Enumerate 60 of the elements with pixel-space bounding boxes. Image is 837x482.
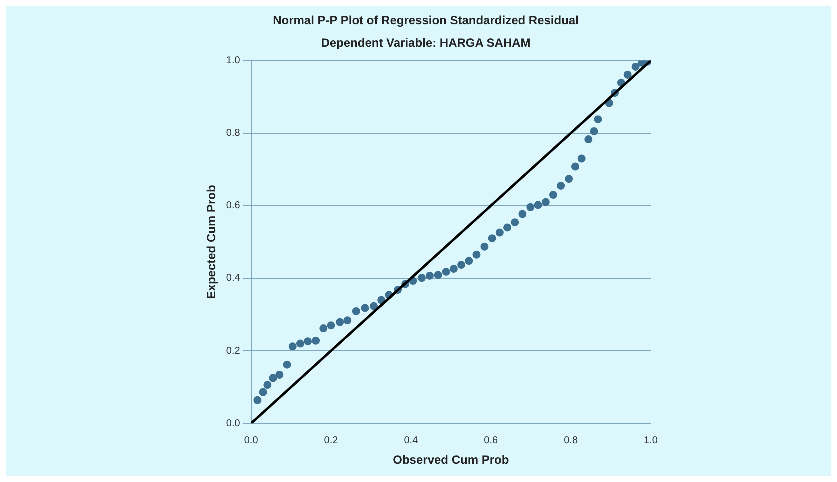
- point: [549, 191, 558, 200]
- point: [352, 307, 360, 316]
- point: [288, 342, 297, 351]
- point: [496, 228, 504, 237]
- point: [426, 272, 434, 280]
- point: [269, 374, 278, 382]
- point: [565, 175, 574, 184]
- point: [557, 182, 566, 190]
- point: [518, 210, 527, 218]
- x-axis-title: Observed Cum Prob: [393, 453, 510, 468]
- point: [472, 250, 481, 259]
- point: [526, 203, 535, 212]
- point: [571, 162, 580, 171]
- point: [624, 70, 632, 79]
- point: [283, 360, 292, 369]
- point: [594, 116, 602, 124]
- point: [465, 257, 474, 266]
- point: [590, 128, 598, 136]
- y-tick-label: 0.4: [226, 273, 241, 284]
- x-tick-label: 0.6: [484, 435, 499, 446]
- point: [304, 338, 312, 346]
- point: [450, 265, 458, 274]
- y-axis-title: Expected Cum Prob: [204, 185, 219, 300]
- x-tick-label: 0.2: [324, 435, 339, 446]
- point: [344, 316, 352, 325]
- point: [327, 322, 336, 330]
- x-tick-label: 0.8: [564, 435, 578, 446]
- point: [442, 268, 450, 276]
- x-tick-label: 1.0: [644, 435, 658, 446]
- point: [254, 396, 262, 404]
- y-tick-label: 0.2: [226, 346, 241, 357]
- point: [458, 261, 466, 270]
- point: [542, 198, 550, 206]
- point: [320, 324, 328, 333]
- point: [312, 336, 320, 345]
- point: [370, 302, 378, 310]
- point: [259, 388, 268, 396]
- point: [361, 304, 370, 312]
- point: [336, 318, 344, 326]
- x-tick-label: 0.4: [404, 435, 419, 446]
- point: [511, 218, 520, 227]
- y-tick-label: 0.6: [226, 200, 241, 212]
- point: [434, 271, 442, 280]
- point: [264, 381, 272, 390]
- y-tick-label: 1.0: [226, 56, 241, 67]
- point: [480, 242, 489, 251]
- chart-title: Normal P-P Plot of Regression Standardized Residual: [273, 14, 579, 28]
- point: [276, 370, 284, 379]
- point: [504, 224, 512, 232]
- point: [418, 274, 426, 282]
- y-tick-label: 0.0: [226, 418, 241, 430]
- point: [578, 154, 586, 163]
- point: [584, 136, 593, 144]
- point: [534, 201, 542, 210]
- point: [632, 62, 640, 71]
- y-tick-label: 0.8: [226, 128, 241, 140]
- point: [488, 234, 496, 243]
- chart-subtitle: Dependent Variable: HARGA SAHAM: [321, 36, 531, 50]
- x-tick-label: 0.0: [244, 435, 259, 446]
- point: [296, 340, 304, 348]
